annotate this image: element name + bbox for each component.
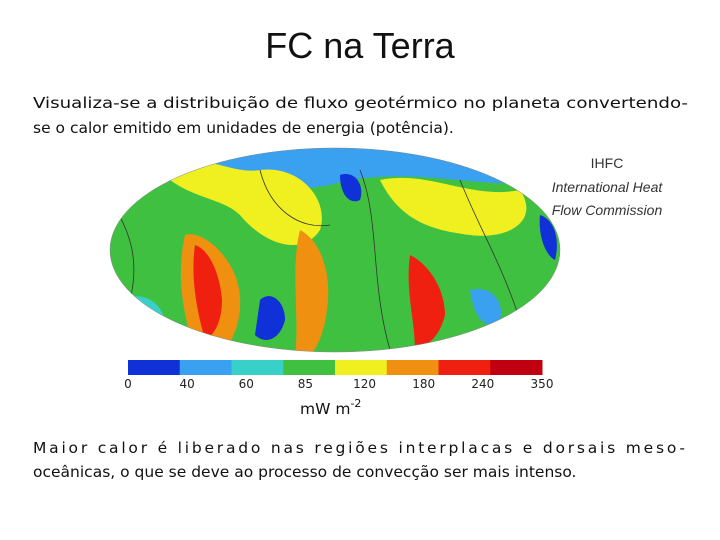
colorbar-tick: 120: [353, 377, 376, 391]
colorbar-tick: 60: [239, 377, 254, 391]
colorbar-segment: [128, 360, 181, 375]
title: FC na Terra: [265, 25, 455, 66]
credit-line: IHFC: [591, 155, 624, 171]
intro-line: se o calor emitido em unidades de energi…: [33, 119, 454, 137]
colorbar-tick: 85: [298, 377, 313, 391]
colorbar-segment: [231, 360, 284, 375]
map-outline: [109, 147, 561, 353]
credit-line: Flow Commission: [552, 202, 663, 218]
colorbar-segment: [438, 360, 491, 375]
colorbar-tick: 40: [180, 377, 195, 391]
colorbar-tick: 350: [531, 377, 554, 391]
colorbar-segment: [490, 360, 543, 375]
conclusion-line: Maior calor é liberado nas regiões inter…: [33, 439, 685, 457]
colorbar-tick: 0: [124, 377, 132, 391]
colorbar-segment: [386, 360, 439, 375]
unit: mW m-2: [300, 397, 361, 418]
colorbar-segment: [335, 360, 388, 375]
credit-line: International Heat: [552, 179, 664, 195]
unit-exponent: -2: [350, 397, 361, 410]
colorbar-tick: 180: [412, 377, 435, 391]
colorbar: 0 40 60 85 120 180 240 350: [124, 360, 553, 391]
colorbar-tick: 240: [471, 377, 494, 391]
conclusion-line: oceânicas, o que se deve ao processo de …: [33, 463, 576, 481]
heat-flow-map: [110, 148, 560, 352]
colorbar-segment: [179, 360, 232, 375]
intro-line: Visualiza-se a distribuição de fluxo geo…: [33, 94, 688, 112]
colorbar-segment: [283, 360, 336, 375]
unit-text: mW m: [300, 400, 350, 418]
